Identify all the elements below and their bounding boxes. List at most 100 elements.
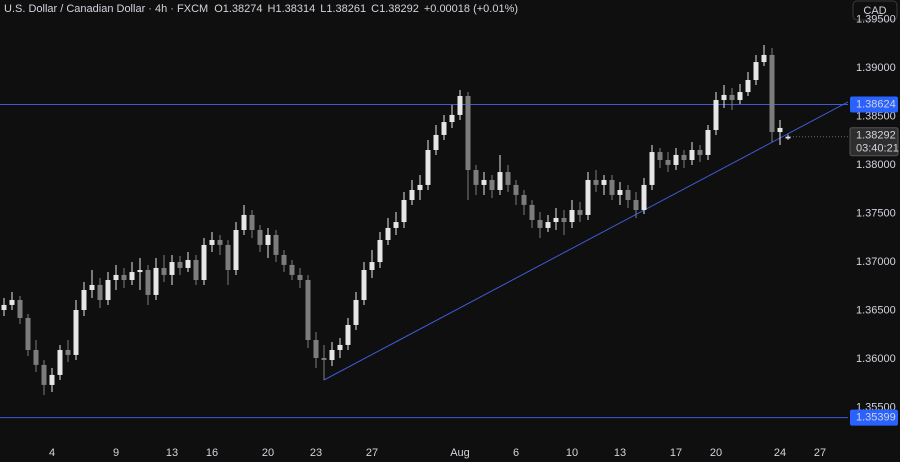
candle-body: [193, 260, 199, 280]
x-tick-label: 27: [366, 447, 378, 459]
candle-body: [241, 214, 247, 230]
ohlc-value: 1.38261: [326, 3, 366, 15]
ohlc-label: L: [320, 3, 326, 15]
ohlc-value: 1.38274: [223, 3, 263, 15]
ohlc-label: C: [371, 3, 379, 15]
y-tick-label: 1.38000: [856, 159, 896, 171]
candle-body: [761, 54, 767, 63]
candle-body: [417, 184, 423, 190]
candle-body: [369, 262, 375, 270]
ohlc-value: 1.38292: [379, 3, 419, 15]
candle-body: [785, 136, 791, 139]
candle-body: [465, 96, 471, 170]
candle-body: [377, 240, 383, 263]
candle-body: [433, 134, 439, 150]
candle-body: [129, 272, 135, 280]
y-tick-label: 1.36000: [856, 353, 896, 365]
x-tick-label: 13: [614, 447, 626, 459]
candle-body: [649, 152, 655, 185]
candle-body: [489, 180, 495, 190]
candle-body: [633, 200, 639, 210]
countdown-label: 03:40:21: [856, 143, 899, 155]
candle-body: [481, 180, 487, 185]
x-tick-label: 6: [513, 447, 519, 459]
candle-body: [441, 122, 447, 135]
candle-body: [609, 180, 615, 195]
candle-body: [73, 310, 79, 355]
candle-body: [561, 217, 567, 223]
candle-body: [209, 240, 215, 245]
x-tick-label: 16: [206, 447, 218, 459]
x-tick-label: 17: [670, 447, 682, 459]
currency-label[interactable]: CAD: [863, 5, 886, 17]
candle-body: [65, 350, 71, 355]
candle-body: [177, 262, 183, 268]
x-tick-label: 10: [566, 447, 578, 459]
candle-body: [537, 220, 543, 228]
candle-body: [145, 270, 151, 295]
candle-body: [105, 280, 111, 300]
candle-body: [697, 150, 703, 155]
x-tick-label: Aug: [450, 447, 470, 459]
last-price-label: 1.38292: [856, 130, 896, 142]
candle-body: [721, 94, 727, 100]
candle-body: [777, 127, 783, 133]
candle-body: [185, 260, 191, 268]
candle-body: [593, 180, 599, 185]
candle-body: [473, 170, 479, 185]
candle-body: [553, 217, 559, 223]
candle-body: [265, 234, 271, 245]
candle-body: [17, 300, 23, 318]
price-change: +0.00018 (+0.01%): [424, 3, 518, 15]
candle-body: [81, 290, 87, 310]
candle-body: [33, 350, 39, 365]
candle-body: [529, 204, 535, 220]
candle-body: [49, 374, 55, 385]
candle-body: [89, 284, 95, 290]
candle-body: [713, 100, 719, 130]
candle-body: [585, 180, 591, 215]
candle-body: [353, 300, 359, 325]
candle-body: [41, 364, 47, 385]
candle-body: [545, 222, 551, 228]
candle-body: [321, 357, 327, 360]
candle-body: [737, 92, 743, 100]
candle-body: [705, 130, 711, 155]
candle-body: [641, 184, 647, 210]
candle-body: [497, 172, 503, 190]
candle-body: [393, 222, 399, 228]
candle-body: [281, 254, 287, 265]
ohlc-value: 1.38314: [275, 3, 315, 15]
currency-button[interactable]: [852, 0, 898, 21]
candle-body: [745, 80, 751, 93]
chart-header: U.S. Dollar / Canadian Dollar · 4h · FXC…: [4, 3, 518, 15]
candle-body: [217, 240, 223, 245]
candle-body: [169, 262, 175, 275]
y-tick-label: 1.37500: [856, 207, 896, 219]
candle-body: [289, 264, 295, 275]
candle-body: [257, 230, 263, 245]
x-tick-label: 4: [49, 447, 55, 459]
candle-body: [425, 150, 431, 185]
candle-body: [657, 152, 663, 160]
candle-body: [769, 54, 775, 133]
candle-body: [673, 154, 679, 165]
candle-body: [113, 274, 119, 280]
candle-body: [337, 344, 343, 350]
candle-body: [409, 190, 415, 200]
candle-body: [249, 214, 255, 230]
candle-body: [273, 234, 279, 255]
candle-body: [521, 194, 527, 205]
candle-body: [689, 150, 695, 160]
candle-body: [1, 304, 7, 310]
candle-body: [121, 274, 127, 280]
candle-body: [305, 280, 311, 340]
ohlc-label: H: [268, 3, 276, 15]
plot-area: [0, 44, 849, 419]
candle-body: [345, 324, 351, 345]
candle-body: [729, 94, 735, 100]
trendline: [323, 101, 849, 381]
candle-body: [569, 210, 575, 223]
